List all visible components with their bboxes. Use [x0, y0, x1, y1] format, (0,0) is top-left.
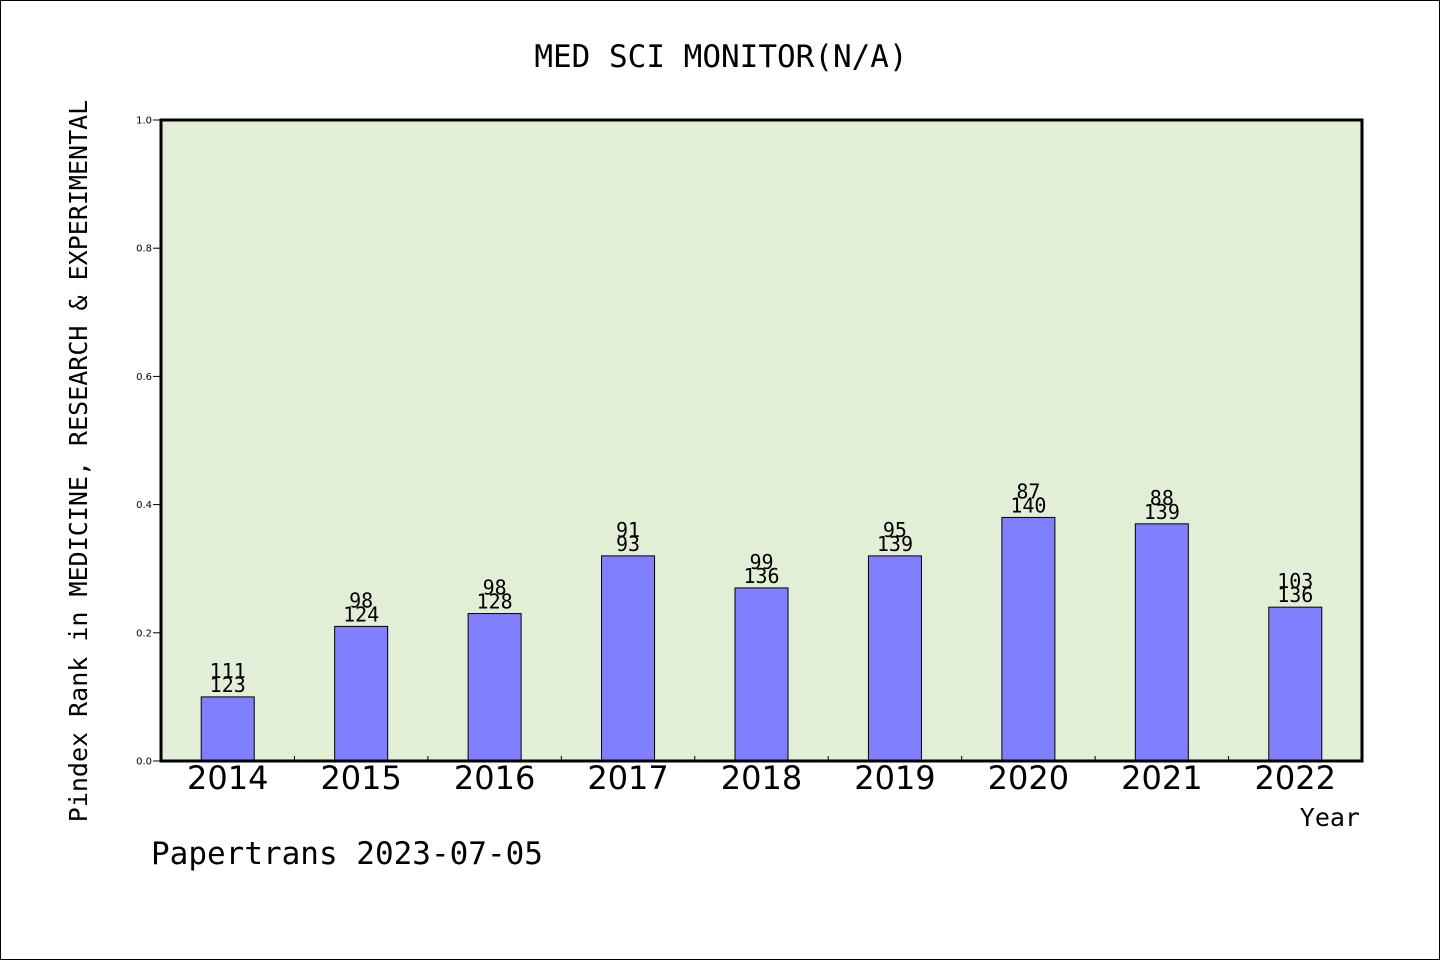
plot-border — [159, 118, 1364, 763]
bars-group — [200, 516, 1323, 762]
y-tick-label: 0.2 — [136, 628, 152, 639]
y-axis-label: Pindex Rank in MEDICINE, RESEARCH & EXPE… — [64, 100, 93, 822]
bar-label-rank: 87 — [1016, 479, 1040, 503]
x-tick-label: 2017 — [587, 759, 668, 797]
x-tick-label: 2022 — [1255, 759, 1336, 797]
bar-label-total: 123 — [210, 673, 246, 697]
bar-2019 — [867, 555, 922, 762]
x-tick-label: 2019 — [854, 759, 935, 797]
bar-2014 — [200, 696, 255, 762]
chart-title: MED SCI MONITOR(N/A) — [534, 39, 907, 75]
bar-2022 — [1268, 606, 1323, 762]
bar-label-total: 139 — [1144, 500, 1180, 524]
bar-2020 — [1001, 516, 1056, 762]
bar-label-total: 128 — [477, 590, 513, 614]
bar-label-rank: 99 — [749, 550, 773, 574]
bar-label-total: 139 — [877, 532, 913, 556]
y-tick-label: 1.0 — [136, 116, 152, 127]
bar-label-total: 124 — [343, 602, 379, 626]
x-axis-label: Year — [1300, 803, 1360, 832]
bar-label-rank: 88 — [1150, 486, 1174, 510]
bar-2016 — [467, 613, 522, 762]
x-tick-label: 2021 — [1121, 759, 1202, 797]
x-tick-label: 2015 — [320, 759, 401, 797]
y-tick-label: 0.8 — [136, 244, 152, 255]
bar-label-rank: 91 — [616, 518, 640, 542]
bar-2015 — [334, 625, 389, 762]
bar-label-total: 93 — [616, 532, 640, 556]
bar-label-total: 140 — [1010, 493, 1046, 517]
bar-2017 — [601, 555, 656, 762]
x-tick-label: 2018 — [721, 759, 802, 797]
y-tick-label: 0.0 — [136, 757, 152, 768]
bar-label-total: 136 — [743, 564, 779, 588]
y-tick-label: 0.6 — [136, 372, 152, 383]
bar-label-rank: 95 — [883, 518, 907, 542]
bar-label-rank: 111 — [210, 659, 246, 683]
y-axis: 0.0 0.2 0.4 0.6 0.8 1.0 — [136, 116, 161, 768]
x-tick-label: 2016 — [454, 759, 535, 797]
bar-label-rank: 103 — [1277, 569, 1313, 593]
footer-credit: Papertrans 2023-07-05 — [151, 836, 543, 872]
bar-2021 — [1134, 523, 1189, 762]
bar-label-rank: 98 — [483, 576, 507, 600]
bar-label-total: 136 — [1277, 583, 1313, 607]
bar-2018 — [734, 587, 789, 762]
x-axis: 2014 2015 2016 2017 2018 2019 2020 2021 2022 — [187, 756, 1336, 797]
y-tick-label: 0.4 — [136, 500, 152, 511]
x-tick-label: 2020 — [988, 759, 1069, 797]
x-tick-label: 2014 — [187, 759, 268, 797]
bar-label-rank: 98 — [349, 588, 373, 612]
